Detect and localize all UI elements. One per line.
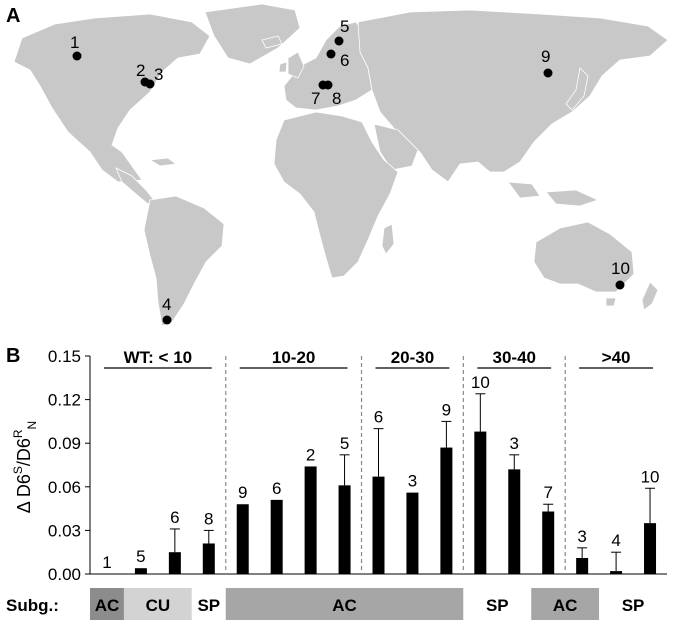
site-marker [323,80,333,90]
bar-site-label: 9 [442,400,451,419]
y-tick-label: 0.00 [48,565,81,584]
bar-site-label: 1 [102,553,111,572]
subgroup-label: AC [332,596,357,615]
bar [304,466,317,574]
bar [610,571,623,574]
site-marker [145,79,155,89]
site-marker [334,36,344,46]
subgroup-title: Subg.: [6,596,59,615]
y-tick-label: 0.09 [48,434,81,453]
bar [576,558,589,574]
group-label: WT: < 10 [124,348,193,367]
subgroup-label: SP [486,596,509,615]
site-marker [543,68,553,78]
site-label: 10 [611,259,630,278]
bar-site-label: 7 [543,483,552,502]
bar-site-label: 5 [340,434,349,453]
site-marker [72,51,82,61]
bar [236,504,249,574]
site-label: 8 [332,89,341,108]
bar-site-label: 10 [471,373,490,392]
bars: 1 5 6 8 9 6 2 5 6 3 9 10 3 7 3 4 10 [102,373,659,574]
subgroup-block [463,588,532,620]
bar-site-label: 3 [510,434,519,453]
y-axis-label: Δ D6S/D6RN [11,421,39,513]
bar-site-label: 6 [170,508,179,527]
subgroup-block [123,588,192,620]
site-marker [162,315,172,325]
bar-site-label: 10 [641,467,660,486]
bar-site-label: 3 [577,527,586,546]
bar [270,499,283,574]
y-tick-label: 0.15 [48,347,81,366]
bar [440,447,453,574]
site-marker [615,280,625,290]
panel-b-label: B [6,345,20,367]
subgroup-block [531,588,600,620]
group-label: 20-30 [391,348,434,367]
y-tick-label: 0.06 [48,478,81,497]
bar [338,485,351,574]
bar-site-label: 5 [136,547,145,566]
bar [168,552,181,574]
subgroup-strip: Subg.: AC CU SP AC SP AC SP [6,588,667,620]
subgroup-label: SP [197,596,220,615]
bar-site-label: 3 [408,472,417,491]
site-label: 9 [541,47,550,66]
subgroup-block [90,588,124,620]
site-label: 3 [154,65,163,84]
site-label: 4 [162,295,171,314]
subgroup-label: AC [553,596,578,615]
site-label: 6 [340,51,349,70]
subgroup-label: CU [146,596,171,615]
site-label: 1 [70,33,79,52]
bar [202,543,215,574]
bar-site-label: 6 [272,479,281,498]
bar-site-label: 9 [238,483,247,502]
group-label: >40 [602,348,631,367]
panel-a-label: A [6,5,20,27]
site-label: 7 [311,89,320,108]
site-marker [326,49,336,59]
subgroup-block [225,588,464,620]
subgroup-block [599,588,667,620]
y-tick-label: 0.12 [48,391,81,410]
subgroup-label: SP [622,596,645,615]
bar [474,431,487,574]
bar-site-label: 2 [306,445,315,464]
bar [134,568,147,574]
subgroup-label: AC [95,596,120,615]
wt-groups: WT: < 10 10-20 20-30 30-40 >40 [104,348,653,369]
group-label: 30-40 [493,348,536,367]
subgroup-block [191,588,226,620]
bar [508,469,521,574]
bar-site-label: 4 [611,531,620,550]
bar [644,523,657,574]
bar [372,476,385,574]
bar-site-label: 6 [374,408,383,427]
bar [406,492,419,574]
world-map [13,3,669,327]
group-separators [225,356,566,574]
site-label: 2 [136,61,145,80]
group-label: 10-20 [272,348,315,367]
y-tick-label: 0.03 [48,521,81,540]
bar-site-label: 8 [204,509,213,528]
bar [542,511,555,574]
site-label: 5 [340,17,349,36]
